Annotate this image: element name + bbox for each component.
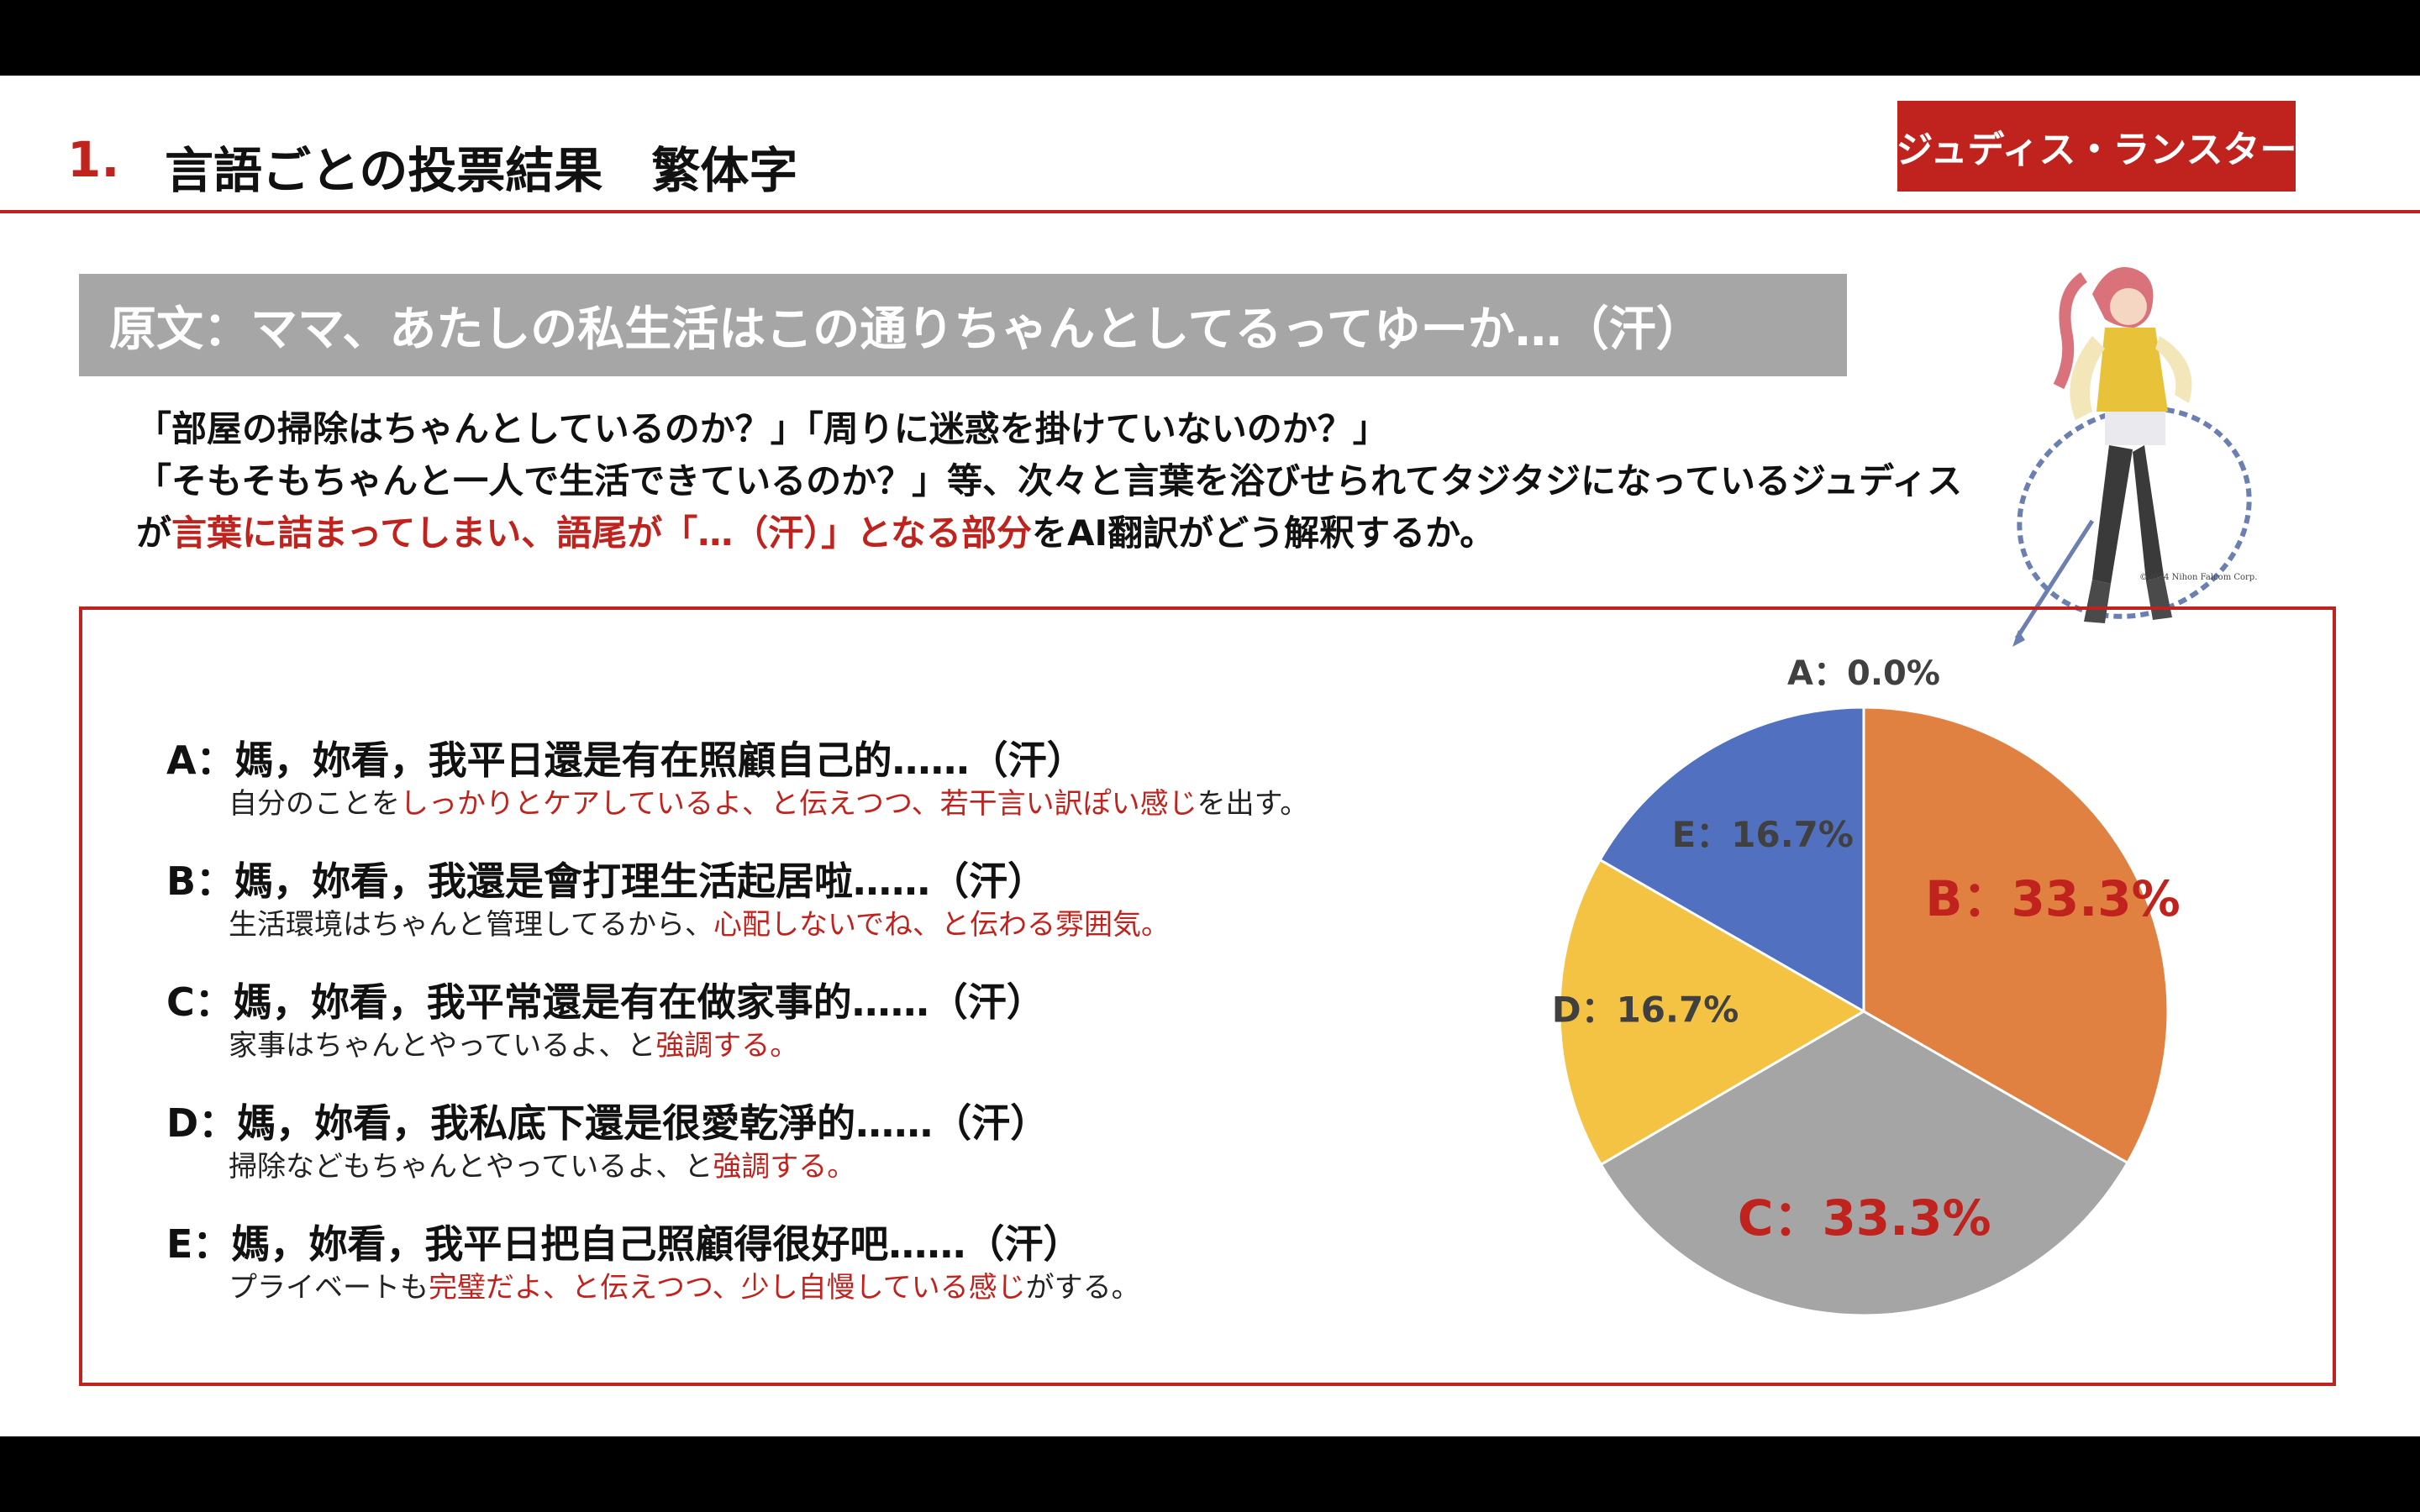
option-comment: 掃除などもちゃんとやっているよ、と強調する。 — [229, 1147, 1049, 1186]
option-translation: D：媽，妳看，我私底下還是很愛乾淨的……（汗） — [166, 1100, 1050, 1146]
option-translation: B：媽，妳看，我還是會打理生活起居啦……（汗） — [166, 858, 1047, 904]
option-translation: E：媽，妳看，我平日把自己照顧得很好吧……（汗） — [166, 1221, 1082, 1267]
comment-highlight: しっかりとケアしているよ、と伝えつつ、若干言い訳ぽい感じ — [400, 787, 1197, 821]
copyright-notice: ©2024 Nihon Falcom Corp. — [2139, 573, 2258, 582]
comment-text: 自分のことを — [229, 787, 400, 821]
option-translation: A：媽，妳看，我平日還是有在照顧自己的……（汗） — [166, 738, 1086, 783]
pie-slice-e — [1598, 706, 1865, 1014]
description-line-3: が言葉に詰まってしまい、語尾が「…（汗）」となる部分をAI翻訳がどう解釈するか。 — [136, 507, 1962, 559]
description-text: をAI翻訳がどう解釈するか。 — [1031, 512, 1496, 554]
comment-highlight: 完璧だよ、と伝えつつ、少し自慢している感じ — [429, 1271, 1026, 1305]
description-line-2: 「そもそもちゃんと一人で生活できているのか？」等、次々と言葉を浴びせられてタジタ… — [136, 460, 1963, 501]
vote-pie-chart: A：0.0% B：33.3% C：33.3% D：16.7% E：16.7% — [1552, 654, 2181, 1317]
option-b: B：媽，妳看，我還是會打理生活起居啦……（汗） 生活環境はちゃんと管理してるから… — [166, 857, 1170, 944]
option-comment: 家事はちゃんとやっているよ、と強調する。 — [229, 1026, 1045, 1065]
option-d: D：媽，妳看，我私底下還是很愛乾淨的……（汗） 掃除などもちゃんとやっているよ、… — [166, 1099, 1049, 1186]
option-a: A：媽，妳看，我平日還是有在照顧自己的……（汗） 自分のことをしっかりとケアして… — [166, 736, 1308, 823]
option-comment: 生活環境はちゃんと管理してるから、心配しないでね、と伝わる雰囲気。 — [229, 906, 1170, 944]
comment-text: 掃除などもちゃんとやっているよ、と — [229, 1150, 713, 1184]
pie-label-d: D：16.7% — [1552, 989, 1739, 1030]
description-highlight: 言葉に詰まってしまい、語尾が「…（汗）」となる部分 — [171, 512, 1032, 554]
comment-text: 生活環境はちゃんと管理してるから、 — [229, 908, 713, 942]
comment-text: を出す。 — [1197, 787, 1309, 821]
character-illustration — [2012, 267, 2252, 647]
original-quote: 原文：ママ、あたしの私生活はこの通りちゃんとしてるってゆーか…（汗） — [79, 274, 1847, 376]
section-number: 1. — [67, 131, 120, 188]
pie-label-e: E：16.7% — [1672, 814, 1854, 855]
pie-label-b: B：33.3% — [1925, 870, 2180, 927]
option-comment: 自分のことをしっかりとケアしているよ、と伝えつつ、若干言い訳ぽい感じを出す。 — [229, 785, 1308, 823]
description-line-1: 「部屋の掃除はちゃんとしているのか？」「周りに迷惑を掛けていないのか？」 — [136, 408, 1388, 449]
option-comment: プライベートも完璧だよ、と伝えつつ、少し自慢している感じがする。 — [229, 1268, 1140, 1307]
comment-highlight: 強調する。 — [655, 1029, 799, 1063]
description-text: が — [136, 512, 172, 554]
option-e: E：媽，妳看，我平日把自己照顧得很好吧……（汗） プライベートも完璧だよ、と伝え… — [166, 1220, 1140, 1307]
pie-slice-c — [1599, 1010, 2129, 1317]
comment-highlight: 強調する。 — [713, 1150, 856, 1184]
comment-text: プライベートも — [229, 1271, 429, 1305]
comment-text: 家事はちゃんとやっているよ、と — [229, 1029, 656, 1063]
pie-slice-d — [1558, 858, 1866, 1167]
slide: 1. 言語ごとの投票結果 繁体字 ジュディス・ランスター 原文：ママ、あたしの私… — [0, 76, 2420, 1436]
results-panel: A：媽，妳看，我平日還是有在照顧自己的……（汗） 自分のことをしっかりとケアして… — [79, 606, 2336, 1386]
pie-label-c: C：33.3% — [1738, 1189, 1991, 1247]
option-c: C：媽，妳看，我平常還是有在做家事的……（汗） 家事はちゃんとやっているよ、と強… — [166, 978, 1045, 1065]
pie-slice-b — [1862, 706, 2170, 1165]
comment-text: がする。 — [1025, 1271, 1140, 1305]
option-translation: C：媽，妳看，我平常還是有在做家事的……（汗） — [166, 979, 1045, 1025]
comment-highlight: 心配しないでね、と伝わる雰囲気。 — [713, 908, 1170, 942]
title-divider — [0, 210, 2420, 213]
character-name-badge: ジュディス・ランスター — [1897, 101, 2296, 192]
pie-label-a: A：0.0% — [1787, 654, 1940, 693]
description: 「部屋の掃除はちゃんとしているのか？」「周りに迷惑を掛けていないのか？」 「そも… — [136, 403, 1962, 559]
page-title: 言語ごとの投票結果 繁体字 — [165, 142, 798, 199]
